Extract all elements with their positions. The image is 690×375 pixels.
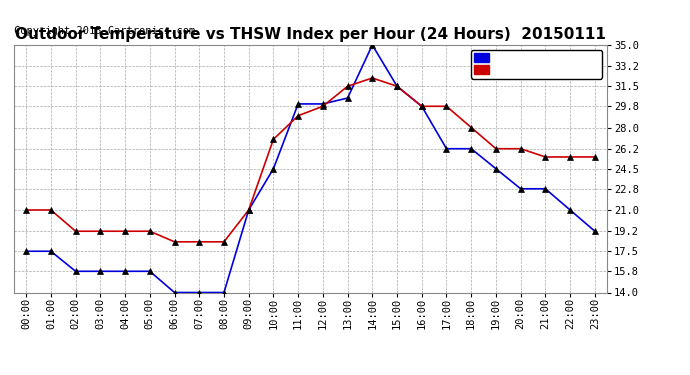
- Text: Copyright 2015 Cartronics.com: Copyright 2015 Cartronics.com: [14, 26, 195, 36]
- Title: Outdoor Temperature vs THSW Index per Hour (24 Hours)  20150111: Outdoor Temperature vs THSW Index per Ho…: [15, 27, 606, 42]
- Legend: THSW  (°F), Temperature  (°F): THSW (°F), Temperature (°F): [471, 50, 602, 78]
